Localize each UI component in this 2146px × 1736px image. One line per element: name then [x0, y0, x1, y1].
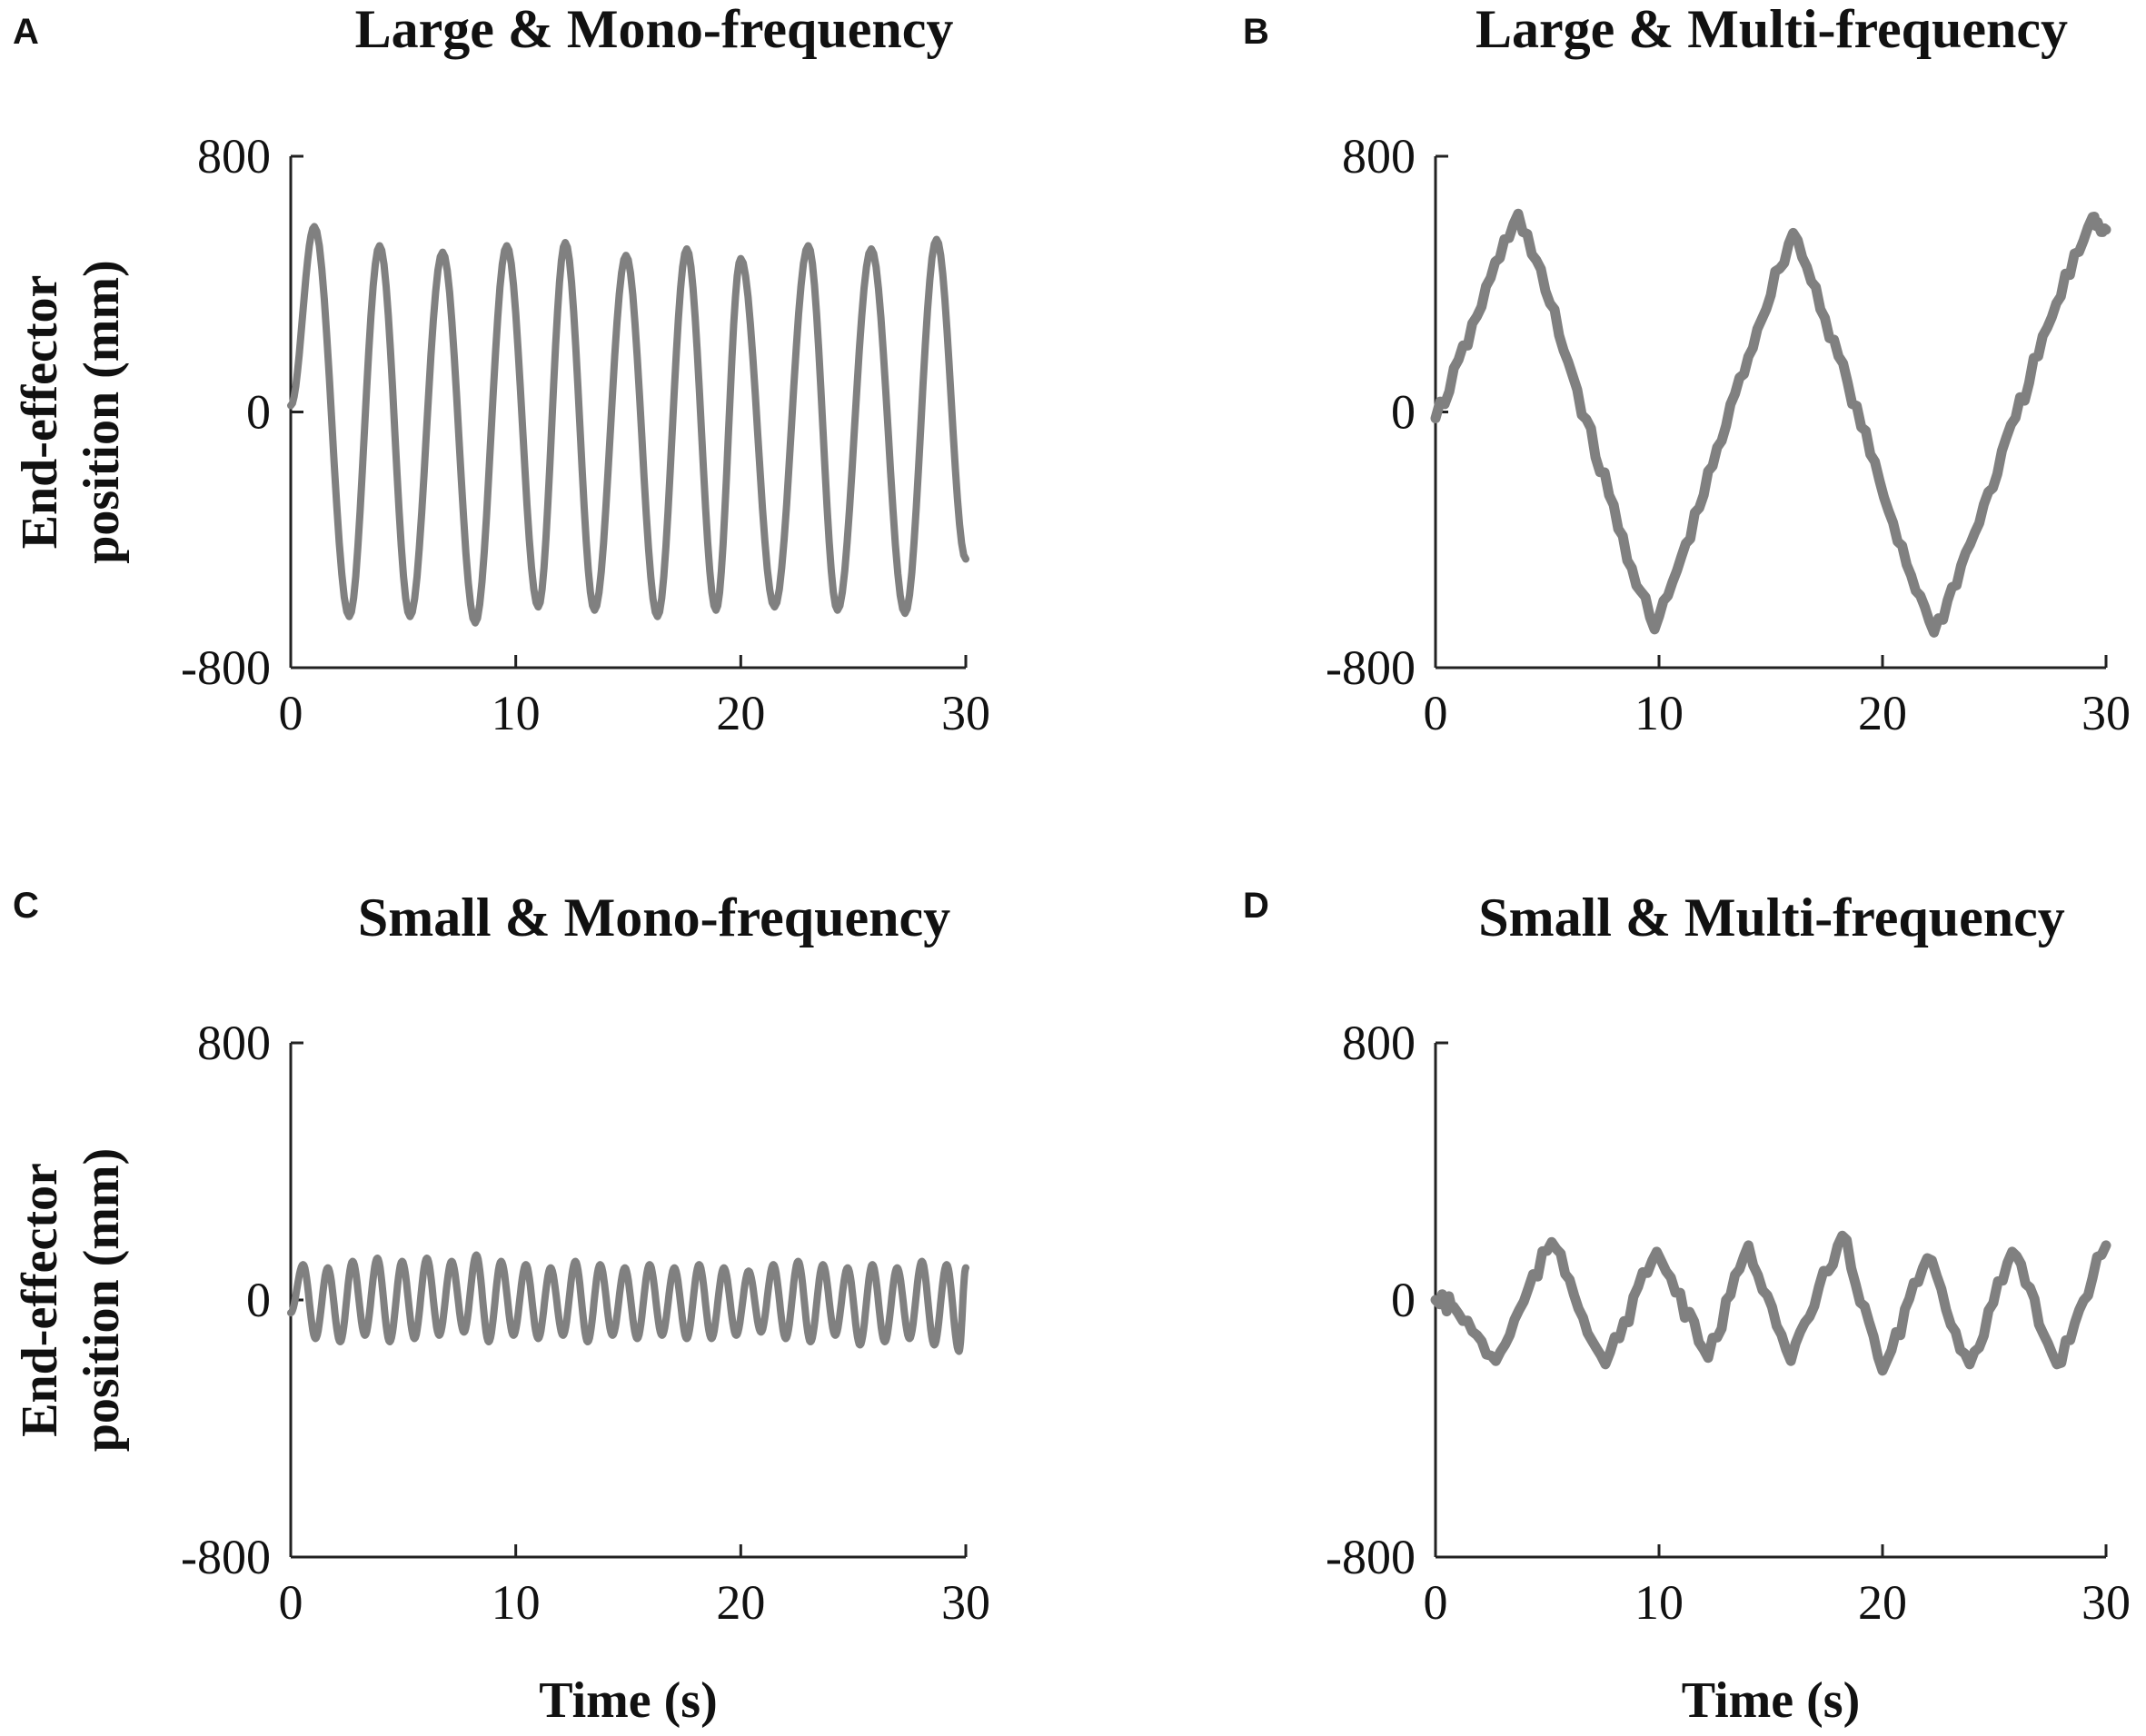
y-tick-label: 800: [197, 1016, 271, 1070]
y-tick-label: 0: [1391, 385, 1416, 440]
y-tick-label: 0: [246, 385, 271, 440]
y-axis-label-line: End-effector: [12, 275, 68, 550]
panel-title: Small & Multi-frequency: [1478, 888, 2065, 947]
x-tick-label: 30: [2081, 1575, 2131, 1630]
x-tick-label: 10: [1634, 686, 1684, 740]
series-group: [287, 1251, 969, 1355]
x-tick-label: 10: [492, 1575, 541, 1630]
y-axis-label-line: End-effector: [12, 1163, 68, 1437]
panel-letter: A: [13, 12, 39, 52]
panel-title: Large & Multi-frequency: [1475, 0, 2068, 59]
x-tick-label: 30: [2081, 686, 2131, 740]
x-tick-label: 30: [941, 686, 990, 740]
x-tick-label: 20: [1858, 686, 1907, 740]
y-axis-label: End-effector position (mm): [12, 260, 130, 563]
series-group: [287, 223, 969, 627]
x-tick-label: 0: [279, 1575, 303, 1630]
series-line: [1430, 208, 2111, 638]
x-tick-label: 10: [492, 686, 541, 740]
x-axis-label: Time (s): [539, 1672, 718, 1729]
x-tick-label: 0: [1424, 1575, 1448, 1630]
y-tick-label: -800: [1326, 640, 1416, 695]
y-tick-label: -800: [181, 1530, 271, 1584]
x-tick-label: 20: [716, 1575, 765, 1630]
y-axis-label-line: position (mm): [74, 1148, 130, 1452]
x-tick-label: 20: [1858, 1575, 1907, 1630]
y-tick-label: -800: [181, 640, 271, 695]
panel-title: Small & Mono-frequency: [358, 888, 950, 947]
x-tick-label: 0: [1424, 686, 1448, 740]
panel-title: Large & Mono-frequency: [355, 0, 954, 59]
series-line: [287, 223, 969, 627]
y-axis-label: End-effector position (mm): [12, 1148, 130, 1452]
y-tick-label: 800: [197, 129, 271, 184]
y-tick-label: 0: [246, 1273, 271, 1327]
series-line: [287, 1251, 969, 1355]
series-line: [1430, 1230, 2111, 1376]
x-axis-label: Time (s): [1682, 1672, 1861, 1729]
x-tick-label: 0: [279, 686, 303, 740]
panel-letter: B: [1243, 12, 1269, 52]
panel-letter: C: [13, 886, 39, 926]
x-tick-label: 30: [941, 1575, 990, 1630]
x-tick-label: 10: [1634, 1575, 1684, 1630]
y-tick-label: 0: [1391, 1273, 1416, 1327]
y-tick-label: -800: [1326, 1530, 1416, 1584]
y-axis-label-line: position (mm): [74, 260, 130, 563]
panel-letter: D: [1243, 886, 1269, 926]
y-tick-label: 800: [1342, 129, 1416, 184]
series-group: [1430, 208, 2111, 638]
y-tick-label: 800: [1342, 1016, 1416, 1070]
x-tick-label: 20: [716, 686, 765, 740]
series-group: [1430, 1230, 2111, 1376]
